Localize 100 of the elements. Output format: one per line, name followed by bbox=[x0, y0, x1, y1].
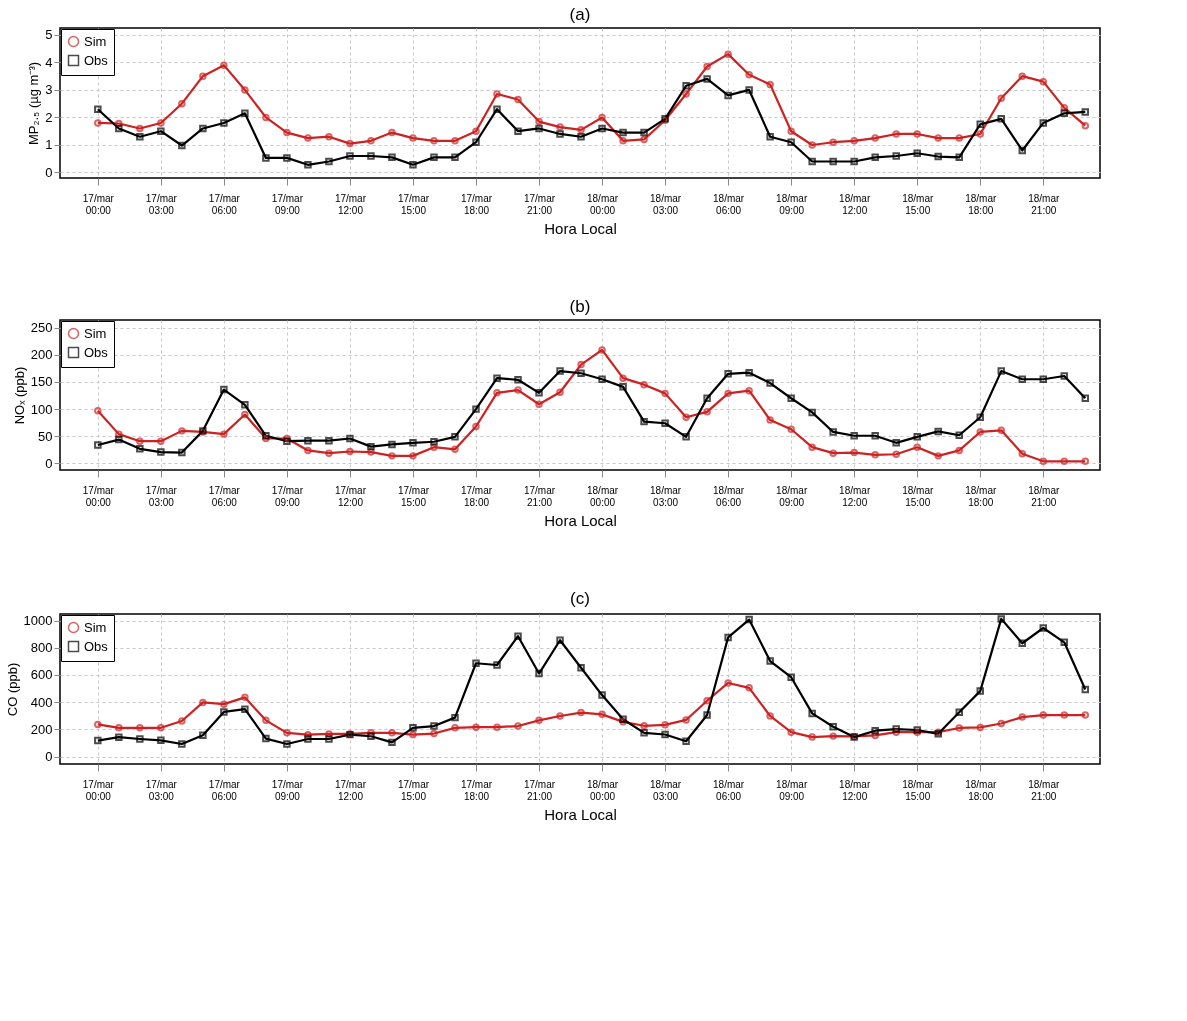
legend-label: Sim bbox=[84, 325, 107, 341]
y-tick-label: 150 bbox=[30, 374, 53, 390]
y-tick-label: 800 bbox=[30, 640, 53, 656]
x-tick-label: 18/mar 09:00 bbox=[776, 484, 808, 508]
x-tick-label: 18/mar 21:00 bbox=[1028, 778, 1060, 802]
point bbox=[1039, 375, 1048, 383]
point bbox=[346, 434, 354, 443]
point bbox=[304, 161, 312, 169]
point bbox=[178, 740, 186, 748]
point bbox=[430, 443, 438, 451]
point bbox=[640, 729, 648, 737]
point bbox=[157, 127, 165, 135]
point bbox=[493, 374, 501, 382]
point bbox=[682, 90, 690, 98]
point bbox=[682, 433, 690, 441]
point bbox=[409, 724, 417, 732]
point bbox=[640, 722, 648, 730]
point bbox=[241, 410, 249, 419]
point bbox=[703, 408, 711, 416]
x-tick-label: 17/mar 21:00 bbox=[523, 192, 556, 216]
point bbox=[94, 441, 102, 449]
point bbox=[367, 152, 375, 160]
point bbox=[997, 719, 1005, 728]
point bbox=[1039, 119, 1048, 127]
point bbox=[430, 722, 438, 730]
point bbox=[409, 161, 417, 169]
point bbox=[535, 400, 543, 408]
point bbox=[997, 367, 1005, 375]
point bbox=[220, 708, 228, 716]
point bbox=[577, 126, 585, 134]
point bbox=[976, 120, 984, 129]
point bbox=[157, 724, 165, 732]
point bbox=[1060, 711, 1069, 719]
point bbox=[934, 452, 942, 460]
point bbox=[262, 154, 270, 162]
point bbox=[1018, 639, 1026, 647]
point bbox=[598, 346, 606, 354]
point bbox=[913, 433, 921, 441]
point bbox=[934, 427, 942, 436]
point bbox=[178, 427, 186, 435]
point bbox=[766, 379, 774, 387]
point bbox=[1018, 72, 1026, 80]
point bbox=[1081, 394, 1090, 402]
x-tick-label: 17/mar 00:00 bbox=[82, 484, 115, 508]
point bbox=[178, 717, 186, 725]
point bbox=[94, 105, 102, 113]
point bbox=[283, 740, 291, 748]
point bbox=[703, 711, 711, 719]
x-tick-label: 17/mar 06:00 bbox=[208, 192, 241, 216]
point bbox=[451, 433, 459, 441]
point bbox=[850, 448, 858, 457]
point bbox=[157, 119, 165, 127]
point bbox=[136, 724, 144, 732]
point bbox=[1081, 685, 1090, 694]
point bbox=[682, 82, 690, 90]
x-tick-label: 17/mar 15:00 bbox=[397, 484, 430, 508]
point bbox=[787, 728, 795, 736]
point bbox=[115, 733, 123, 741]
point bbox=[1018, 449, 1026, 458]
point bbox=[976, 723, 984, 732]
y-axis-title: CO (ppb) bbox=[4, 662, 20, 717]
point bbox=[724, 679, 732, 687]
point bbox=[619, 383, 627, 391]
point bbox=[241, 693, 249, 702]
chart-title: (a) bbox=[569, 5, 591, 24]
point bbox=[535, 669, 543, 678]
x-tick-label: 18/mar 00:00 bbox=[587, 484, 619, 508]
y-axis-title: NOₓ (ppb) bbox=[11, 366, 27, 425]
y-tick-label: 5 bbox=[45, 27, 53, 43]
x-tick-label: 18/mar 18:00 bbox=[965, 778, 997, 802]
point bbox=[871, 726, 879, 735]
point bbox=[472, 723, 480, 731]
point bbox=[598, 375, 606, 383]
x-tick-label: 17/mar 18:00 bbox=[460, 778, 493, 802]
point bbox=[808, 157, 816, 166]
point bbox=[619, 374, 627, 382]
point bbox=[829, 732, 837, 740]
point bbox=[661, 389, 669, 398]
point bbox=[178, 448, 186, 457]
point bbox=[241, 401, 249, 409]
point bbox=[829, 138, 837, 146]
x-axis-title: Hora Local bbox=[544, 219, 617, 237]
x-tick-label: 17/mar 03:00 bbox=[145, 778, 178, 802]
point bbox=[430, 153, 438, 162]
point bbox=[1060, 457, 1069, 466]
point bbox=[829, 157, 837, 166]
point bbox=[451, 713, 459, 722]
point bbox=[409, 134, 417, 142]
point bbox=[283, 128, 291, 137]
point bbox=[451, 724, 459, 732]
x-tick-label: 17/mar 03:00 bbox=[145, 484, 178, 508]
point bbox=[661, 730, 669, 739]
x-tick-label: 17/mar 06:00 bbox=[208, 484, 241, 508]
point bbox=[199, 731, 207, 739]
y-tick-label: 0 bbox=[45, 165, 53, 180]
point bbox=[976, 413, 984, 422]
point bbox=[766, 712, 774, 720]
x-axis-title: Hora Local bbox=[544, 511, 617, 529]
point bbox=[997, 94, 1005, 102]
point bbox=[136, 437, 144, 445]
